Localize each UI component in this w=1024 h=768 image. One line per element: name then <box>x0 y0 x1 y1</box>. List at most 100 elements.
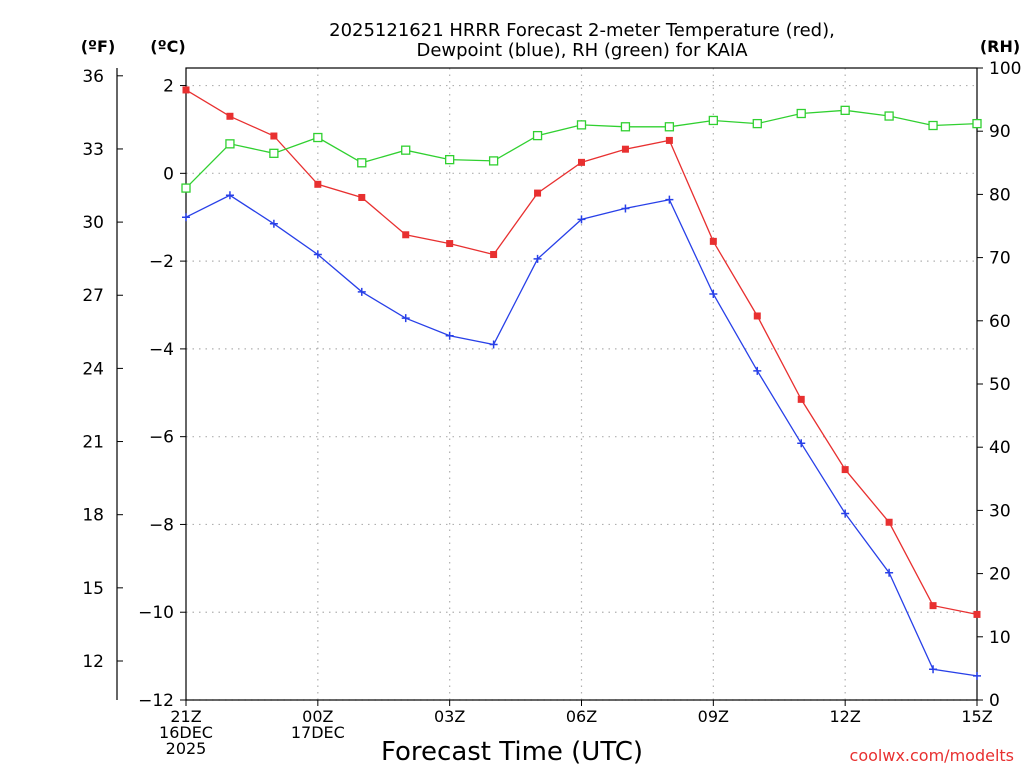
x-axis-label: Forecast Time (UTC) <box>381 737 643 767</box>
dewpoint-point <box>445 331 454 340</box>
dewpoint-point <box>577 215 586 224</box>
temperature-point <box>314 180 322 188</box>
temperature-point <box>578 158 585 166</box>
rh-tick-label: 30 <box>989 501 1011 521</box>
temperature-point <box>929 602 937 610</box>
rh-axis-unit: (RH) <box>980 37 1020 56</box>
rh-point <box>401 145 411 155</box>
dewpoint-point <box>797 439 806 448</box>
rh-point <box>445 154 455 165</box>
fahrenheit-tick-label: 21 <box>82 433 104 453</box>
rh-point <box>181 183 191 193</box>
temperature-point <box>973 610 981 618</box>
x-tick-label: 12Z <box>830 707 861 726</box>
temperature-point <box>709 237 717 245</box>
rh-tick-label: 70 <box>989 249 1011 269</box>
x-tick-label: 16DEC <box>159 723 213 742</box>
rh-point <box>576 120 587 130</box>
chart-title-line-1: 2025121621 HRRR Forecast 2-meter Tempera… <box>329 20 835 41</box>
celsius-tick-label: −8 <box>149 515 174 535</box>
credit-text: coolwx.com/modelts <box>850 746 1014 765</box>
x-tick-label: 15Z <box>961 707 992 726</box>
rh-point <box>884 111 894 121</box>
celsius-tick-label: −10 <box>138 603 174 623</box>
rh-point <box>488 156 499 166</box>
temperature-point <box>797 395 805 403</box>
fahrenheit-tick-label: 33 <box>82 140 104 160</box>
rh-tick-label: 10 <box>989 628 1011 648</box>
rh-tick-label: 0 <box>989 691 1000 711</box>
temperature-point <box>358 193 366 201</box>
temperature-point <box>402 231 410 239</box>
dewpoint-point <box>401 314 410 323</box>
temperature-point <box>621 145 629 153</box>
dewpoint-point <box>533 254 542 263</box>
rh-point <box>708 115 718 126</box>
temperature-point <box>753 312 761 320</box>
celsius-tick-label: −4 <box>149 340 174 360</box>
rh-tick-label: 60 <box>989 312 1011 332</box>
rh-tick-label: 80 <box>989 185 1011 205</box>
rh-tick-label: 20 <box>989 565 1011 585</box>
temperature-point <box>665 136 673 144</box>
rh-point <box>357 158 367 168</box>
celsius-tick-label: 2 <box>163 77 174 97</box>
temperature-point <box>841 466 849 474</box>
dewpoint-point <box>709 290 718 299</box>
fahrenheit-tick-label: 27 <box>82 286 104 306</box>
grid <box>186 68 977 701</box>
rh-point <box>840 105 850 115</box>
temperature-point <box>885 518 893 526</box>
rh-tick-label: 40 <box>989 438 1011 458</box>
temperature-point <box>270 132 278 140</box>
x-tick-label: 09Z <box>698 707 729 726</box>
celsius-tick-label: −2 <box>149 252 174 272</box>
celsius-axis-unit: (ºC) <box>150 37 185 56</box>
x-tick-label: 00Z <box>302 707 333 726</box>
rh-point <box>225 139 235 149</box>
temperature-point <box>446 240 454 248</box>
rh-point <box>972 118 982 129</box>
dewpoint-point <box>182 213 190 222</box>
fahrenheit-tick-label: 30 <box>82 213 104 233</box>
x-tick-label: 06Z <box>566 707 597 726</box>
series <box>181 86 982 680</box>
dewpoint-point <box>841 509 850 518</box>
fahrenheit-tick-label: 18 <box>82 506 104 526</box>
rh-point <box>269 148 279 158</box>
rh-point <box>928 120 938 131</box>
dewpoint-point <box>269 219 278 228</box>
dewpoint-point <box>225 191 234 200</box>
celsius-tick-label: −12 <box>138 691 174 711</box>
fahrenheit-tick-label: 24 <box>82 359 104 379</box>
dewpoint-point <box>313 250 322 259</box>
rh-point <box>313 132 323 143</box>
rh-point <box>620 122 631 132</box>
temperature-point <box>534 189 542 197</box>
x-tick-label: 17DEC <box>291 723 345 742</box>
temperature-point <box>182 86 190 94</box>
fahrenheit-tick-label: 12 <box>82 652 104 672</box>
x-tick-label: 21Z <box>170 707 201 726</box>
fahrenheit-tick-label: 15 <box>82 579 104 599</box>
rh-tick-label: 100 <box>989 59 1021 79</box>
temperature-point <box>490 251 498 259</box>
rh-point <box>752 118 762 129</box>
fahrenheit-axis-unit: (ºF) <box>81 37 116 56</box>
rh-point <box>796 108 806 119</box>
x-tick-label: 03Z <box>434 707 465 726</box>
celsius-tick-label: 0 <box>163 164 174 184</box>
dewpoint-point <box>929 665 938 674</box>
x-tick-label: 2025 <box>166 739 207 758</box>
dewpoint-point <box>489 340 498 349</box>
temperature-point <box>226 112 234 120</box>
dewpoint-point <box>621 204 630 213</box>
fahrenheit-tick-label: 36 <box>82 67 104 87</box>
dewpoint-point <box>885 568 894 577</box>
chart-title-line-2: Dewpoint (blue), RH (green) for KAIA <box>416 40 748 61</box>
rh-tick-label: 50 <box>989 375 1011 395</box>
celsius-tick-label: −6 <box>149 428 174 448</box>
